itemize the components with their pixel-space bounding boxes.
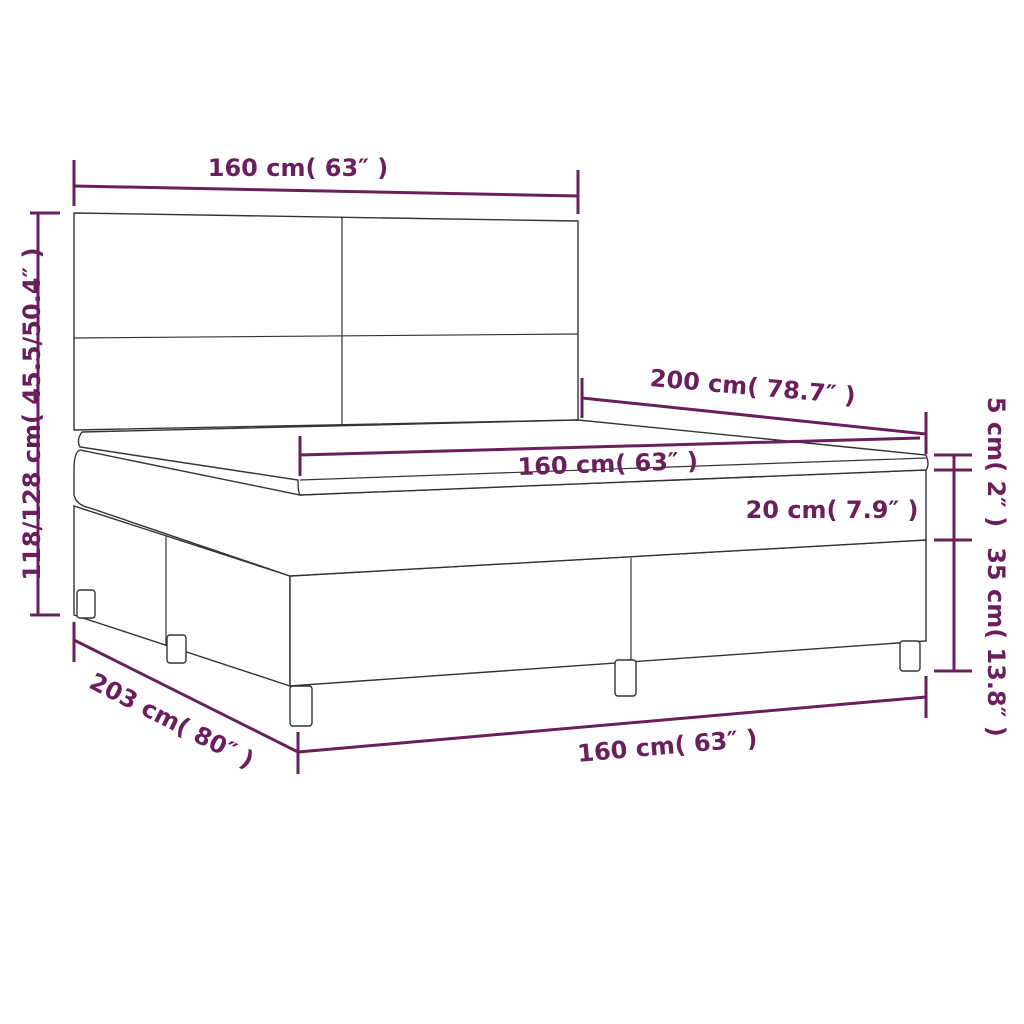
total-height-label: 118/128 cm( 45.5/50.4″ ) — [18, 247, 46, 580]
mattress — [73, 449, 927, 577]
leg — [289, 685, 313, 727]
leg — [899, 640, 921, 672]
mattress-width-label: 160 cm( 63″ ) — [517, 447, 698, 481]
base-height-label: 35 cm( 13.8″ ) — [982, 547, 1010, 737]
leg — [166, 634, 187, 664]
leg — [614, 659, 637, 697]
topper-height-label: 5 cm( 2″ ) — [982, 397, 1010, 527]
mattress-height-label: 20 cm( 7.9″ ) — [746, 496, 919, 524]
base-width-label: 160 cm( 63″ ) — [576, 724, 758, 768]
total-length-label: 203 cm( 80″ ) — [85, 667, 259, 774]
headboard-width-label: 160 cm( 63″ ) — [208, 154, 388, 182]
headboard — [73, 212, 579, 431]
topper — [77, 419, 929, 496]
bed-drawing — [73, 212, 929, 727]
dimension-lines — [30, 160, 972, 774]
leg — [76, 589, 96, 619]
mattress-length-label: 200 cm( 78.7″ ) — [649, 364, 857, 410]
